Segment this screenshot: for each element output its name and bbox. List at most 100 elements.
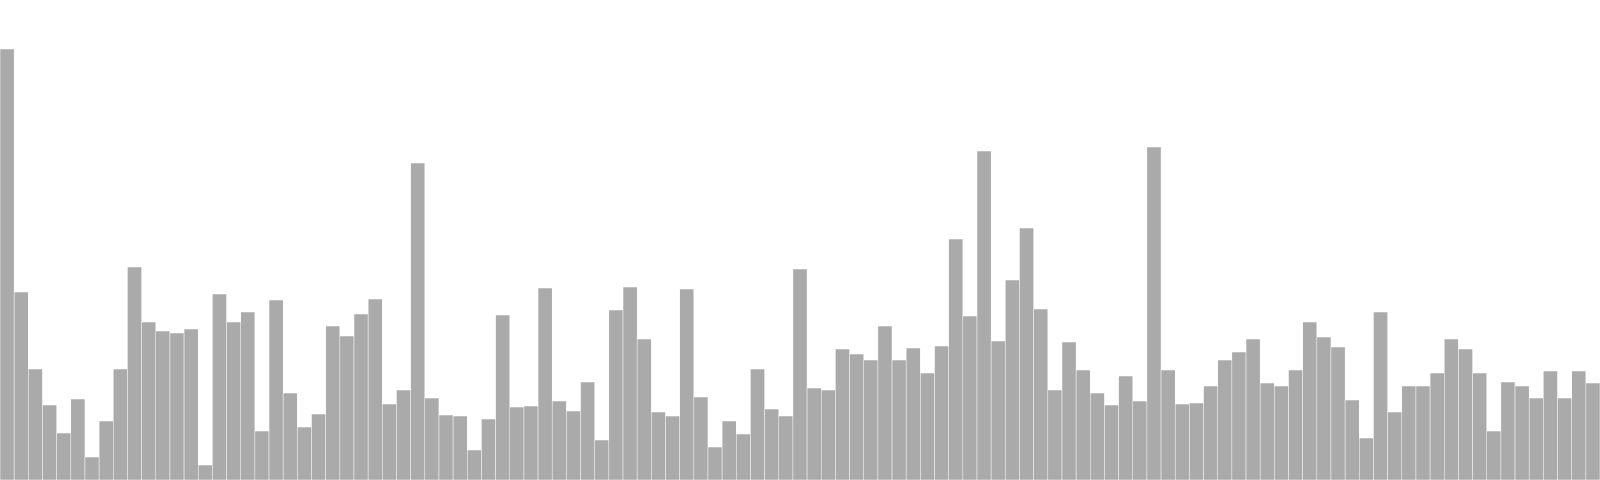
bar-94 — [1330, 346, 1346, 480]
bar-30 — [424, 397, 440, 480]
bar-59 — [835, 348, 850, 480]
bar-69 — [976, 150, 992, 480]
bar-33 — [467, 449, 482, 480]
bar-21 — [297, 426, 312, 480]
bar-95 — [1344, 399, 1360, 480]
bar-12 — [169, 332, 185, 480]
bar-58 — [820, 389, 836, 480]
bar-6 — [84, 456, 100, 480]
bar-20 — [282, 392, 298, 480]
bar-2 — [28, 368, 43, 480]
bar-24 — [339, 335, 355, 480]
bar-47 — [665, 415, 680, 480]
bar-75 — [1061, 341, 1077, 480]
bar-31 — [438, 414, 454, 480]
bar-16 — [226, 321, 241, 480]
bar-51 — [721, 420, 737, 480]
bar-83 — [1174, 403, 1190, 480]
bar-101 — [1429, 372, 1445, 480]
bar-19 — [268, 299, 284, 480]
bar-112 — [1585, 382, 1600, 480]
bar-38 — [537, 287, 553, 480]
bar-108 — [1528, 397, 1544, 480]
bar-70 — [990, 340, 1006, 480]
bar-39 — [551, 400, 567, 480]
bar-32 — [452, 415, 468, 480]
bar-45 — [636, 338, 652, 480]
bar-35 — [495, 314, 510, 480]
bar-66 — [934, 345, 949, 480]
bar-91 — [1288, 369, 1303, 480]
bar-14 — [197, 464, 213, 480]
bar-57 — [806, 387, 822, 480]
bar-28 — [396, 389, 411, 480]
bar-37 — [523, 405, 539, 480]
bar-18 — [254, 430, 270, 480]
bar-60 — [849, 353, 864, 480]
bar-56 — [792, 268, 808, 480]
bar-7 — [98, 420, 114, 480]
bar-44 — [622, 286, 638, 480]
bar-0 — [0, 48, 15, 480]
bar-11 — [155, 330, 171, 480]
bar-82 — [1160, 369, 1176, 480]
bar-68 — [962, 315, 978, 480]
bar-9 — [127, 266, 142, 480]
bar-77 — [1090, 392, 1105, 480]
bar-15 — [212, 293, 227, 480]
bar-25 — [353, 313, 369, 480]
bar-46 — [651, 411, 666, 480]
bar-107 — [1514, 385, 1530, 480]
bar-26 — [367, 298, 383, 480]
bar-89 — [1259, 382, 1275, 480]
bar-102 — [1444, 338, 1459, 480]
bar-74 — [1047, 389, 1063, 480]
bar-4 — [56, 432, 72, 480]
bar-96 — [1359, 437, 1374, 480]
bar-72 — [1019, 227, 1034, 480]
bar-49 — [693, 396, 709, 480]
bar-92 — [1302, 321, 1318, 480]
bar-63 — [891, 359, 907, 480]
bar-23 — [325, 325, 341, 480]
bar-50 — [707, 446, 723, 480]
bar-53 — [750, 368, 765, 480]
bar-36 — [509, 406, 525, 480]
bar-62 — [877, 325, 893, 480]
bar-41 — [580, 381, 595, 480]
bar-103 — [1458, 348, 1473, 480]
bar-87 — [1231, 351, 1247, 480]
bar-55 — [778, 415, 794, 480]
bar-88 — [1245, 338, 1261, 480]
bar-17 — [240, 311, 256, 480]
bar-93 — [1316, 336, 1332, 480]
bar-73 — [1033, 308, 1049, 480]
bar-100 — [1415, 385, 1431, 480]
bar-1 — [13, 291, 29, 480]
bar-42 — [594, 439, 610, 480]
bar-8 — [113, 368, 128, 480]
bar-97 — [1373, 311, 1388, 480]
bar-22 — [311, 413, 326, 480]
bar-67 — [948, 238, 964, 480]
bar-64 — [905, 347, 921, 480]
bar-71 — [1005, 279, 1020, 480]
bar-90 — [1274, 385, 1289, 480]
bar-52 — [736, 433, 751, 480]
bar-65 — [920, 372, 935, 480]
bar-10 — [141, 321, 156, 480]
bar-43 — [608, 309, 624, 480]
bar-86 — [1217, 359, 1233, 480]
bar-81 — [1146, 146, 1162, 480]
bar-48 — [679, 288, 695, 480]
bar-80 — [1132, 400, 1148, 480]
bar-54 — [764, 408, 780, 480]
bar-104 — [1472, 372, 1487, 480]
bar-61 — [863, 359, 879, 480]
bars-group — [0, 48, 1600, 480]
bar-99 — [1401, 385, 1417, 480]
bar-3 — [42, 404, 57, 480]
bar-29 — [410, 162, 426, 480]
bar-109 — [1543, 370, 1558, 480]
